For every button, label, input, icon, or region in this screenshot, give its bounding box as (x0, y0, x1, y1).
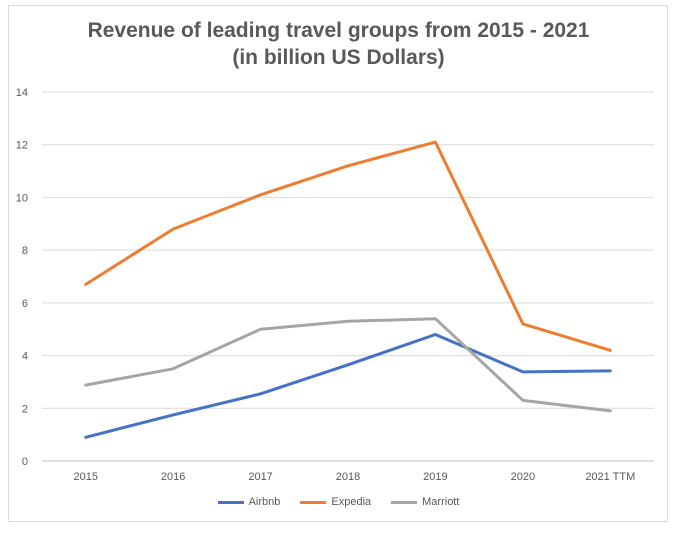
legend-label: Marriott (422, 496, 460, 508)
x-tick-label: 2018 (336, 471, 360, 483)
y-tick-label: 6 (22, 298, 28, 310)
legend-item-expedia: Expedia (300, 496, 371, 508)
chart-title: Revenue of leading travel groups from 20… (0, 17, 677, 71)
x-tick-label: 2021 TTM (585, 471, 635, 483)
y-tick-label: 4 (22, 351, 28, 363)
legend-swatch (300, 500, 327, 504)
series-line-expedia (84, 140, 612, 352)
series-line-airbnb (84, 333, 612, 439)
y-tick-label: 8 (22, 245, 28, 257)
x-tick-label: 2017 (248, 471, 272, 483)
chart-legend: Airbnb Expedia Marriott (0, 496, 677, 508)
y-tick-label: 14 (16, 87, 28, 99)
y-tick-label: 0 (22, 456, 28, 468)
chart-title-line-2: (in billion US Dollars) (232, 46, 445, 69)
legend-label: Airbnb (248, 496, 281, 508)
legend-item-marriott: Marriott (391, 496, 459, 508)
x-tick-label: 2020 (511, 471, 535, 483)
y-tick-label: 10 (16, 192, 28, 204)
series-line-marriott (84, 317, 612, 413)
legend-label: Expedia (331, 496, 372, 508)
x-tick-label: 2019 (423, 471, 447, 483)
legend-item-airbnb: Airbnb (217, 496, 281, 508)
y-tick-label: 2 (22, 403, 28, 415)
chart-title-line-1: Revenue of leading travel groups from 20… (87, 19, 590, 42)
legend-swatch (391, 500, 418, 504)
x-tick-label: 2015 (73, 471, 97, 483)
legend-swatch (217, 500, 244, 504)
y-tick-label: 12 (16, 140, 28, 152)
x-tick-label: 2016 (161, 471, 185, 483)
